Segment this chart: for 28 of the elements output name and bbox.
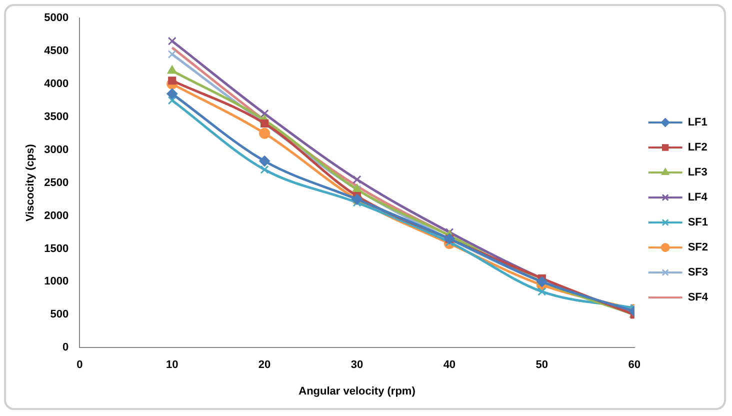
legend-label: SF1 bbox=[688, 216, 708, 229]
legend-label: LF3 bbox=[688, 166, 708, 179]
y-tick-label: 500 bbox=[50, 308, 69, 321]
legend-label: SF2 bbox=[688, 242, 708, 254]
y-tick-label: 4500 bbox=[44, 44, 69, 57]
y-tick-label: 2500 bbox=[44, 176, 69, 189]
y-tick-label: 0 bbox=[62, 342, 69, 354]
y-tick-label: 1500 bbox=[44, 242, 69, 255]
y-tick-label: 2000 bbox=[44, 210, 69, 222]
x-tick-label: 30 bbox=[350, 359, 364, 372]
x-tick-label: 20 bbox=[258, 359, 271, 372]
y-axis-title: Viscocity (cps) bbox=[24, 144, 37, 222]
legend-label: LF1 bbox=[688, 116, 708, 129]
legend-label: SF4 bbox=[688, 292, 709, 304]
x-tick-label: 0 bbox=[76, 359, 83, 372]
legend-label: SF3 bbox=[688, 266, 708, 279]
y-tick-label: 5000 bbox=[44, 12, 69, 24]
y-tick-label: 3500 bbox=[44, 110, 69, 123]
x-tick-label: 50 bbox=[536, 359, 548, 372]
x-tick-label: 60 bbox=[628, 359, 640, 372]
y-tick-label: 4000 bbox=[44, 78, 69, 90]
legend-label: LF2 bbox=[688, 142, 708, 154]
x-axis-title: Angular velocity (rpm) bbox=[298, 385, 416, 398]
y-tick-label: 1000 bbox=[44, 276, 69, 288]
y-tick-label: 3000 bbox=[44, 144, 69, 156]
legend-label: LF4 bbox=[688, 192, 708, 204]
x-tick-label: 10 bbox=[166, 359, 178, 372]
x-tick-label: 40 bbox=[443, 359, 456, 372]
